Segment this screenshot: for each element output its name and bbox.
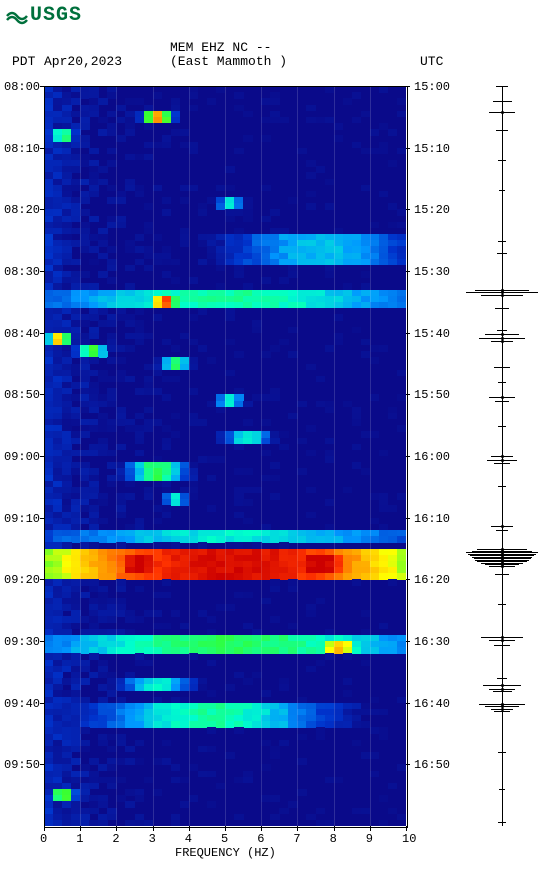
left-time-label: 08:00 xyxy=(4,80,40,94)
header-date: Apr20,2023 xyxy=(44,54,122,69)
usgs-logo: USGS xyxy=(6,4,82,27)
right-time-label: 16:50 xyxy=(414,758,450,772)
x-tick-label: 7 xyxy=(293,832,300,846)
right-time-label: 15:10 xyxy=(414,142,450,156)
right-tz: UTC xyxy=(420,54,443,69)
spectrogram-heatmap xyxy=(44,86,406,826)
right-time-label: 16:30 xyxy=(414,635,450,649)
left-time-label: 08:30 xyxy=(4,265,40,279)
x-tick-label: 5 xyxy=(221,832,228,846)
x-axis-title: FREQUENCY (HZ) xyxy=(175,846,276,860)
x-tick-label: 3 xyxy=(149,832,156,846)
left-time-label: 09:00 xyxy=(4,450,40,464)
right-time-label: 15:50 xyxy=(414,388,450,402)
logo-text: USGS xyxy=(30,4,82,27)
right-time-label: 16:20 xyxy=(414,573,450,587)
x-tick-label: 6 xyxy=(257,832,264,846)
station-line1: MEM EHZ NC -- xyxy=(170,40,271,55)
left-time-label: 09:20 xyxy=(4,573,40,587)
left-time-label: 08:50 xyxy=(4,388,40,402)
right-time-label: 16:40 xyxy=(414,697,450,711)
right-time-label: 16:10 xyxy=(414,512,450,526)
x-tick-label: 10 xyxy=(402,832,416,846)
left-time-label: 08:10 xyxy=(4,142,40,156)
right-time-label: 16:00 xyxy=(414,450,450,464)
left-tz: PDT xyxy=(12,54,35,69)
right-time-label: 15:00 xyxy=(414,80,450,94)
right-time-label: 15:20 xyxy=(414,203,450,217)
x-tick-label: 8 xyxy=(330,832,337,846)
x-tick-label: 4 xyxy=(185,832,192,846)
left-time-label: 09:10 xyxy=(4,512,40,526)
x-tick-label: 9 xyxy=(366,832,373,846)
x-tick-label: 0 xyxy=(40,832,47,846)
left-time-label: 09:50 xyxy=(4,758,40,772)
left-time-label: 09:40 xyxy=(4,697,40,711)
right-time-label: 15:30 xyxy=(414,265,450,279)
right-time-label: 15:40 xyxy=(414,327,450,341)
left-time-label: 09:30 xyxy=(4,635,40,649)
left-time-label: 08:40 xyxy=(4,327,40,341)
station-line2: (East Mammoth ) xyxy=(170,54,287,69)
x-tick-label: 2 xyxy=(112,832,119,846)
left-time-label: 08:20 xyxy=(4,203,40,217)
x-tick-label: 1 xyxy=(76,832,83,846)
seismogram-trace xyxy=(464,86,540,826)
